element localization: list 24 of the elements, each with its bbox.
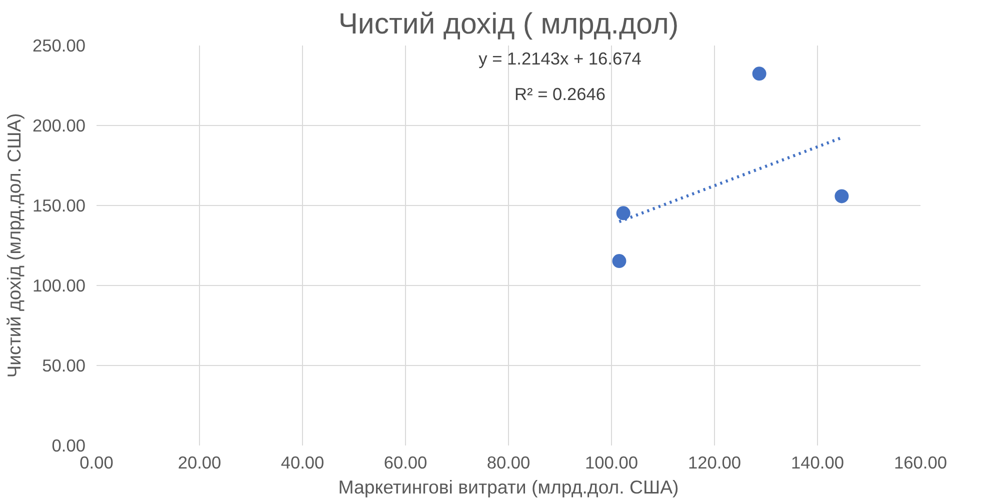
annotation: y = 1.2143x + 16.674 (478, 48, 642, 69)
annotation: R² = 0.2646 (514, 84, 606, 104)
x-tick-label: 120.00 (688, 452, 741, 472)
chart-title: Чистий дохід ( млрд.дол) (338, 8, 679, 40)
x-tick-label: 140.00 (791, 452, 844, 472)
x-tick-label: 0.00 (80, 452, 114, 472)
x-tick-label: 100.00 (585, 452, 638, 472)
point (752, 66, 766, 81)
y-tick-label: 150.00 (32, 196, 86, 216)
x-tick-label: 20.00 (178, 452, 222, 472)
y-tick-label: 100.00 (32, 276, 86, 296)
y-tick-label: 50.00 (42, 356, 86, 376)
y-tick-label: 200.00 (32, 116, 86, 136)
y-axis-title: Чистий дохід (млрд.дол. США) (4, 113, 24, 378)
x-tick-label: 160.00 (894, 452, 947, 472)
x-axis-title: Маркетингові витрати (млрд.дол. США) (338, 476, 679, 498)
y-tick-label: 0.00 (52, 436, 86, 456)
y-tick-label: 250.00 (32, 36, 86, 56)
point (616, 206, 630, 220)
x-tick-label: 40.00 (280, 452, 324, 472)
x-tick-label: 80.00 (486, 452, 530, 472)
x-tick-label: 60.00 (384, 452, 428, 472)
point (834, 189, 849, 204)
point (612, 254, 626, 268)
